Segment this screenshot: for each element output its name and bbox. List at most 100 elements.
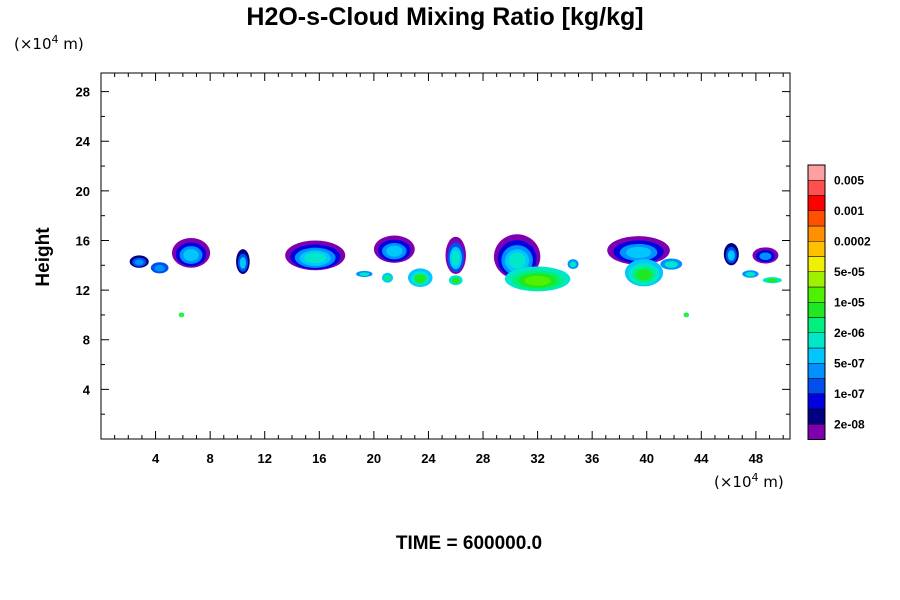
legend-swatch bbox=[807, 408, 826, 425]
x-tick-label: 16 bbox=[312, 451, 326, 466]
cloud-contour bbox=[569, 261, 577, 268]
cloud-region bbox=[504, 266, 571, 292]
cloud-region bbox=[683, 312, 690, 318]
plot-frame bbox=[100, 72, 791, 440]
cloud-contour bbox=[664, 261, 678, 268]
cloud-region bbox=[285, 240, 346, 271]
cloud-region bbox=[448, 275, 463, 286]
cloud-contour bbox=[179, 313, 184, 317]
cloud-region bbox=[373, 235, 415, 263]
chart-title: H2O-s-Cloud Mixing Ratio [kg/kg] bbox=[246, 3, 643, 31]
legend-swatch bbox=[807, 347, 826, 364]
cloud-contour bbox=[451, 250, 460, 266]
x-tick-label: 36 bbox=[585, 451, 599, 466]
x-axis: 4 8 12 16 20 24 28 32 36 40 44 48 bbox=[114, 73, 784, 466]
cloud-region bbox=[445, 236, 466, 274]
x-tick-label: 20 bbox=[367, 451, 381, 466]
legend-frame bbox=[807, 164, 826, 440]
y-tick-label: 16 bbox=[76, 233, 90, 248]
x-tick-label: 4 bbox=[152, 451, 160, 466]
cloud-contour bbox=[239, 257, 247, 269]
legend-label: 5e-07 bbox=[834, 356, 865, 370]
legend-label: 2e-08 bbox=[834, 417, 865, 431]
y-axis-label: Height bbox=[33, 227, 54, 287]
colorbar-legend: 2e-08 1e-07 5e-07 2e-06 1e-05 5e-05 0.0002 0.00… bbox=[807, 164, 871, 440]
cloud-contour bbox=[727, 250, 735, 261]
y-tick-label: 24 bbox=[76, 134, 91, 149]
cloud-contour bbox=[154, 264, 165, 272]
x-axis-unit: (×104 m) bbox=[714, 471, 784, 491]
cloud-contour bbox=[759, 252, 772, 261]
y-axis-unit: (×104 m) bbox=[14, 33, 84, 53]
y-tick-label: 8 bbox=[83, 333, 90, 348]
legend-swatch bbox=[807, 164, 826, 181]
cloud-contour bbox=[414, 274, 426, 284]
legend-swatch bbox=[807, 271, 826, 288]
x-tick-label: 44 bbox=[694, 451, 709, 466]
legend-label: 1e-07 bbox=[834, 387, 865, 401]
x-tick-label: 40 bbox=[640, 451, 654, 466]
legend-swatch bbox=[807, 286, 826, 303]
cloud-region bbox=[567, 259, 579, 270]
legend-swatch bbox=[807, 210, 826, 227]
cloud-region bbox=[752, 247, 779, 264]
plot-background bbox=[101, 73, 790, 439]
legend-swatch bbox=[807, 302, 826, 318]
legend-label: 2e-06 bbox=[834, 326, 865, 340]
cloud-contour bbox=[766, 278, 778, 283]
legend-label: 0.001 bbox=[834, 204, 864, 218]
cloud-contour bbox=[134, 259, 144, 266]
cloud-contour bbox=[684, 313, 688, 317]
cloud-region bbox=[356, 270, 373, 278]
x-tick-label: 24 bbox=[421, 451, 436, 466]
legend-swatch bbox=[807, 180, 826, 196]
cloud-region bbox=[762, 277, 782, 284]
cloud-contour bbox=[745, 272, 756, 277]
cloud-region bbox=[660, 258, 683, 270]
legend-label: 5e-05 bbox=[834, 265, 865, 279]
legend-swatch bbox=[807, 363, 826, 379]
cloud-field bbox=[129, 234, 782, 318]
cloud-contour bbox=[386, 245, 403, 257]
legend-label: 1e-05 bbox=[834, 295, 865, 309]
y-axis: 4 8 12 16 20 24 28 bbox=[76, 85, 790, 415]
x-tick-label: 12 bbox=[257, 451, 271, 466]
cloud-region bbox=[129, 255, 149, 268]
legend-swatch bbox=[807, 332, 826, 349]
legend-swatch bbox=[807, 424, 826, 440]
y-tick-label: 28 bbox=[76, 85, 90, 100]
legend-swatch bbox=[807, 241, 826, 257]
cloud-region bbox=[178, 312, 185, 318]
legend-swatch bbox=[807, 256, 826, 272]
cloud-region bbox=[407, 268, 433, 288]
cloud-region bbox=[171, 238, 211, 268]
legend-label: 0.005 bbox=[834, 173, 864, 187]
legend-swatch bbox=[807, 378, 826, 394]
x-tick-label: 28 bbox=[476, 451, 490, 466]
cloud-region bbox=[742, 270, 759, 278]
y-tick-label: 4 bbox=[83, 382, 91, 397]
cloud-contour bbox=[304, 252, 327, 264]
cloud-region bbox=[607, 236, 670, 265]
legend-swatch bbox=[807, 317, 826, 333]
cloud-contour bbox=[626, 246, 652, 259]
cloud-contour bbox=[636, 269, 652, 281]
legend-label: 0.0002 bbox=[834, 234, 871, 248]
cloud-region bbox=[624, 259, 664, 287]
legend-swatch bbox=[807, 393, 826, 410]
cloud-region bbox=[723, 242, 739, 266]
y-tick-label: 20 bbox=[76, 184, 90, 199]
cloud-region bbox=[150, 262, 169, 274]
time-label: TIME = 600000.0 bbox=[396, 533, 542, 554]
cloud-region bbox=[382, 272, 393, 283]
x-tick-label: 32 bbox=[530, 451, 544, 466]
cloud-contour bbox=[183, 249, 199, 261]
cloud-region bbox=[236, 249, 250, 274]
x-tick-label: 8 bbox=[207, 451, 214, 466]
legend-swatch bbox=[807, 225, 826, 242]
legend-swatch bbox=[807, 195, 826, 211]
cloud-contour bbox=[524, 275, 551, 286]
cloud-contour bbox=[451, 277, 460, 284]
